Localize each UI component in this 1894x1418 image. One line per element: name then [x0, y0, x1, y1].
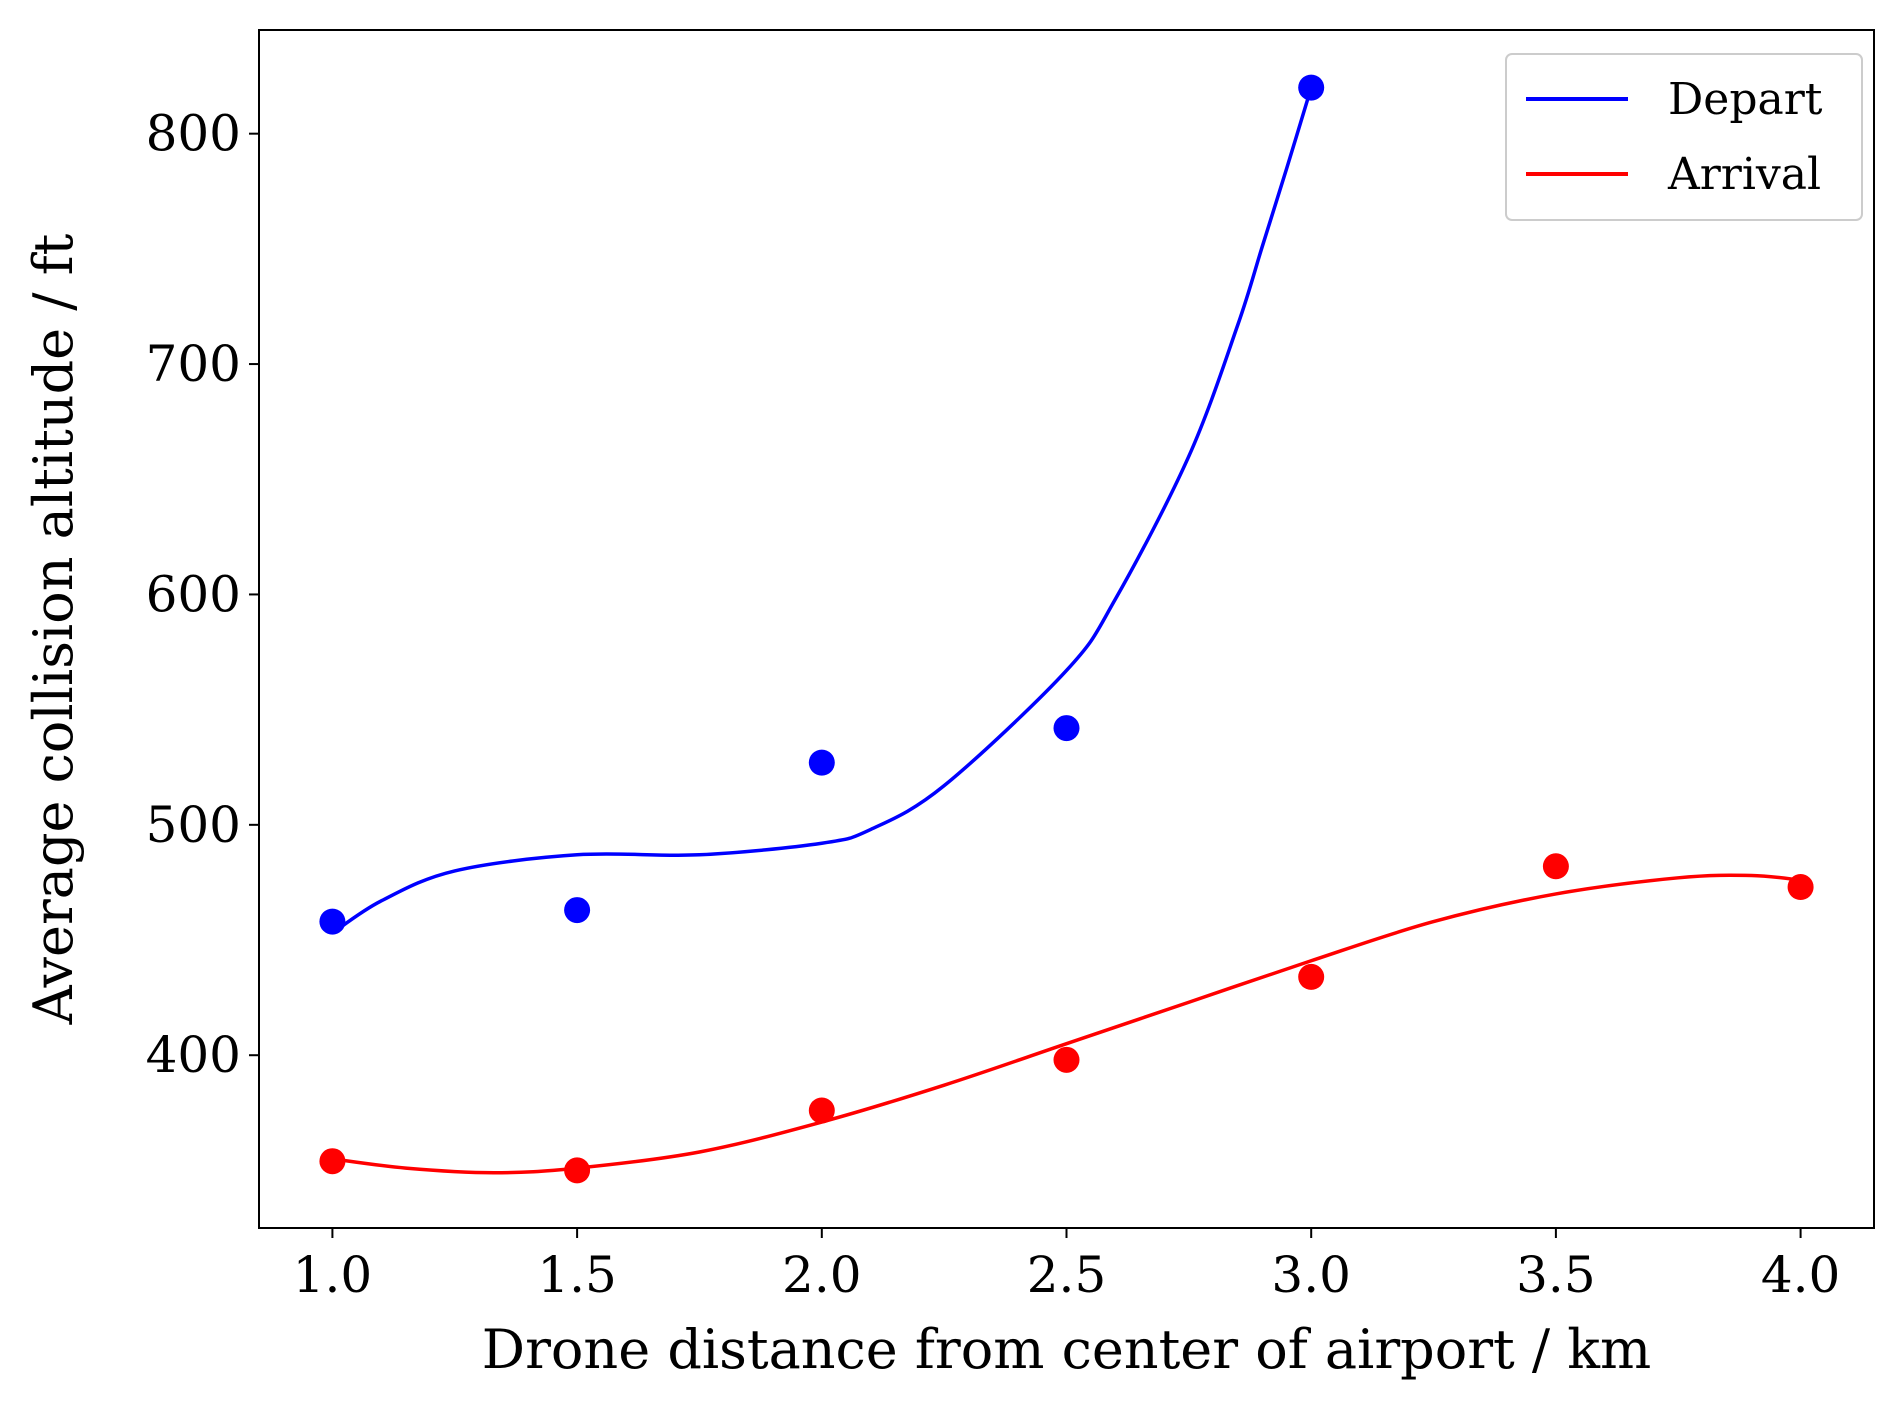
- data-point-arrival: [564, 1157, 591, 1184]
- data-point-arrival: [1298, 963, 1325, 990]
- data-point-arrival: [1787, 874, 1814, 901]
- series-line-depart: [331, 87, 1313, 935]
- y-tick-label: 700: [146, 335, 241, 393]
- data-point-arrival: [808, 1097, 835, 1124]
- y-tick-label: 500: [146, 796, 241, 854]
- series-line-arrival: [332, 873, 1801, 1175]
- legend-label-arrival: Arrival: [1667, 149, 1821, 200]
- y-axis-label: Average collision altitude / ft: [22, 233, 85, 1025]
- x-axis-ticks: 1.0 1.5 2.0 2.5 3.0 3.5 4.0: [293, 1228, 1841, 1304]
- x-tick-label: 4.0: [1761, 1246, 1841, 1304]
- x-tick-label: 2.5: [1027, 1246, 1107, 1304]
- y-tick-label: 400: [146, 1026, 241, 1084]
- y-tick-label: 600: [146, 565, 241, 623]
- legend-item-depart: Depart: [1526, 74, 1823, 125]
- x-tick-label: 3.0: [1271, 1246, 1351, 1304]
- y-axis-ticks: 400 500 600 700 800: [146, 105, 259, 1084]
- data-point-arrival: [319, 1148, 346, 1175]
- legend: Depart Arrival: [1505, 53, 1863, 221]
- legend-item-arrival: Arrival: [1526, 149, 1821, 200]
- series-arrival: [319, 853, 1814, 1184]
- x-tick-label: 2.0: [782, 1246, 862, 1304]
- series-layer: [319, 74, 1814, 1184]
- data-point-depart: [1298, 74, 1325, 101]
- data-point-depart: [808, 749, 835, 776]
- x-axis-label: Drone distance from center of airport / …: [482, 1318, 1651, 1381]
- y-tick-label: 800: [146, 105, 241, 163]
- x-tick-label: 1.0: [293, 1246, 373, 1304]
- data-point-depart: [1053, 715, 1080, 742]
- legend-box: [1505, 53, 1863, 221]
- data-point-depart: [319, 908, 346, 935]
- data-point-arrival: [1053, 1046, 1080, 1073]
- data-point-arrival: [1542, 853, 1569, 880]
- series-depart: [319, 74, 1325, 935]
- legend-label-depart: Depart: [1668, 74, 1823, 125]
- x-tick-label: 1.5: [537, 1246, 617, 1304]
- data-point-depart: [564, 897, 591, 924]
- x-tick-label: 3.5: [1516, 1246, 1596, 1304]
